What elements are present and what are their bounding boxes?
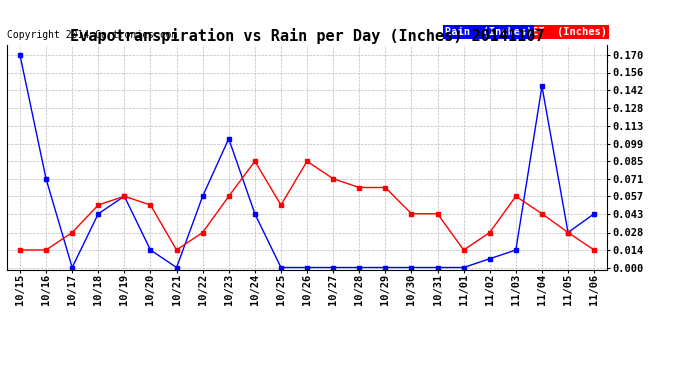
Text: ET  (Inches): ET (Inches) (532, 27, 607, 37)
Title: Evapotranspiration vs Rain per Day (Inches) 20141107: Evapotranspiration vs Rain per Day (Inch… (70, 28, 544, 44)
Text: Copyright 2014 Cartronics.com: Copyright 2014 Cartronics.com (7, 30, 177, 40)
Text: Rain  (Inches): Rain (Inches) (444, 27, 532, 37)
